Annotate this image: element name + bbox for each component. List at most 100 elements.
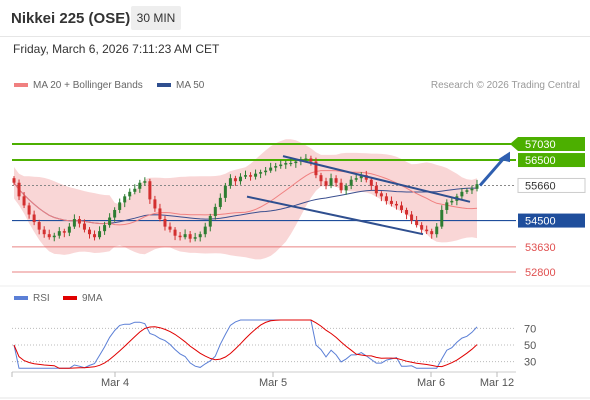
- ma20-swatch: [14, 83, 28, 88]
- rsi-tick-30: 30: [524, 357, 536, 369]
- candle: [279, 160, 283, 169]
- candle-body: [27, 205, 31, 215]
- projection-arrow-head: [498, 151, 510, 163]
- level-label-57030: 57030: [518, 137, 585, 151]
- level-label-bg: [518, 153, 585, 168]
- candle: [238, 173, 242, 185]
- legend-ma20-label: MA 20 + Bollinger Bands: [33, 80, 143, 91]
- candle-body: [173, 229, 177, 236]
- candle-body: [254, 173, 258, 177]
- candle: [259, 169, 263, 179]
- candle-body: [208, 216, 212, 227]
- x-axis-label: Mar 4: [101, 377, 129, 389]
- level-label-bg: [518, 137, 585, 151]
- candle: [228, 174, 232, 189]
- candle-body: [17, 182, 21, 197]
- candle: [274, 162, 278, 172]
- candle-body: [389, 200, 393, 204]
- candle-body: [22, 196, 26, 206]
- candle-body: [430, 231, 434, 235]
- rsi-ma-line: [13, 319, 478, 369]
- candle-body: [72, 219, 76, 227]
- candle-body: [400, 205, 404, 210]
- rsi-tick-50: 50: [524, 340, 536, 352]
- candle: [284, 160, 288, 169]
- candle: [269, 162, 273, 173]
- candle: [384, 193, 388, 205]
- candle: [218, 193, 222, 210]
- candle: [133, 184, 137, 195]
- candle: [168, 222, 172, 233]
- candle-body: [67, 226, 71, 233]
- candle: [118, 198, 122, 214]
- candle-body: [294, 161, 298, 164]
- candle-body: [98, 231, 102, 238]
- candle: [82, 219, 86, 233]
- candle-body: [244, 175, 247, 177]
- candle-body: [47, 234, 51, 238]
- candle-body: [374, 185, 378, 194]
- candle: [108, 213, 112, 228]
- timeframe-button[interactable]: 30 MIN: [131, 6, 181, 30]
- candle: [198, 231, 202, 242]
- candle: [435, 223, 439, 238]
- candle-body: [198, 234, 202, 238]
- candle: [394, 201, 398, 210]
- candle-body: [314, 161, 318, 176]
- rsi-tick-70: 70: [524, 323, 536, 335]
- candle-body: [143, 181, 147, 183]
- bollinger-band: [14, 139, 477, 260]
- x-axis-label: Mar 5: [259, 377, 287, 389]
- legend-ma50: MA 50: [157, 80, 204, 91]
- candle: [344, 183, 348, 195]
- candle-body: [274, 166, 278, 168]
- candle: [32, 210, 36, 226]
- candle: [319, 172, 323, 186]
- candle: [143, 177, 147, 186]
- candle: [425, 225, 429, 235]
- candle-body: [289, 163, 293, 165]
- candle: [233, 175, 237, 186]
- candle: [264, 166, 268, 176]
- candle: [254, 169, 258, 180]
- x-axis-label: Mar 12: [480, 377, 514, 389]
- candle: [289, 159, 293, 167]
- candle: [17, 179, 21, 201]
- candle-body: [420, 225, 424, 230]
- candle: [12, 176, 16, 185]
- candle: [440, 205, 444, 229]
- candle-body: [369, 179, 373, 186]
- legend-9ma: 9MA: [63, 293, 103, 304]
- candle-body: [450, 200, 454, 203]
- candle-body: [269, 167, 273, 171]
- candle-body: [193, 237, 197, 239]
- candle-body: [87, 229, 91, 235]
- level-label-text: 55660: [525, 180, 556, 192]
- candle-body: [445, 202, 449, 210]
- level-label-text: 56500: [525, 155, 556, 167]
- candle: [173, 227, 177, 241]
- level-label-text: 52800: [525, 267, 556, 279]
- candle: [203, 222, 207, 238]
- candle: [369, 177, 373, 191]
- candle: [460, 188, 464, 200]
- legend-ma20: MA 20 + Bollinger Bands: [14, 80, 143, 91]
- level-label-text: 57030: [525, 139, 556, 151]
- candle-body: [188, 234, 192, 239]
- legend-rsi-label: RSI: [33, 293, 50, 304]
- instrument-title: Nikkei 225 (OSE): [11, 10, 131, 27]
- candle-body: [304, 158, 308, 161]
- candle-body: [183, 234, 187, 238]
- candle: [163, 216, 167, 231]
- rsi-line: [13, 319, 478, 369]
- candle: [113, 207, 117, 222]
- candle-body: [264, 170, 268, 173]
- candle-body: [349, 179, 353, 186]
- level-label-text: 53630: [525, 242, 556, 254]
- candle-body: [77, 219, 81, 224]
- candle: [334, 175, 338, 187]
- level-label-bg: [517, 177, 586, 193]
- candle: [67, 223, 71, 237]
- candle: [93, 230, 97, 241]
- candle-body: [158, 208, 162, 220]
